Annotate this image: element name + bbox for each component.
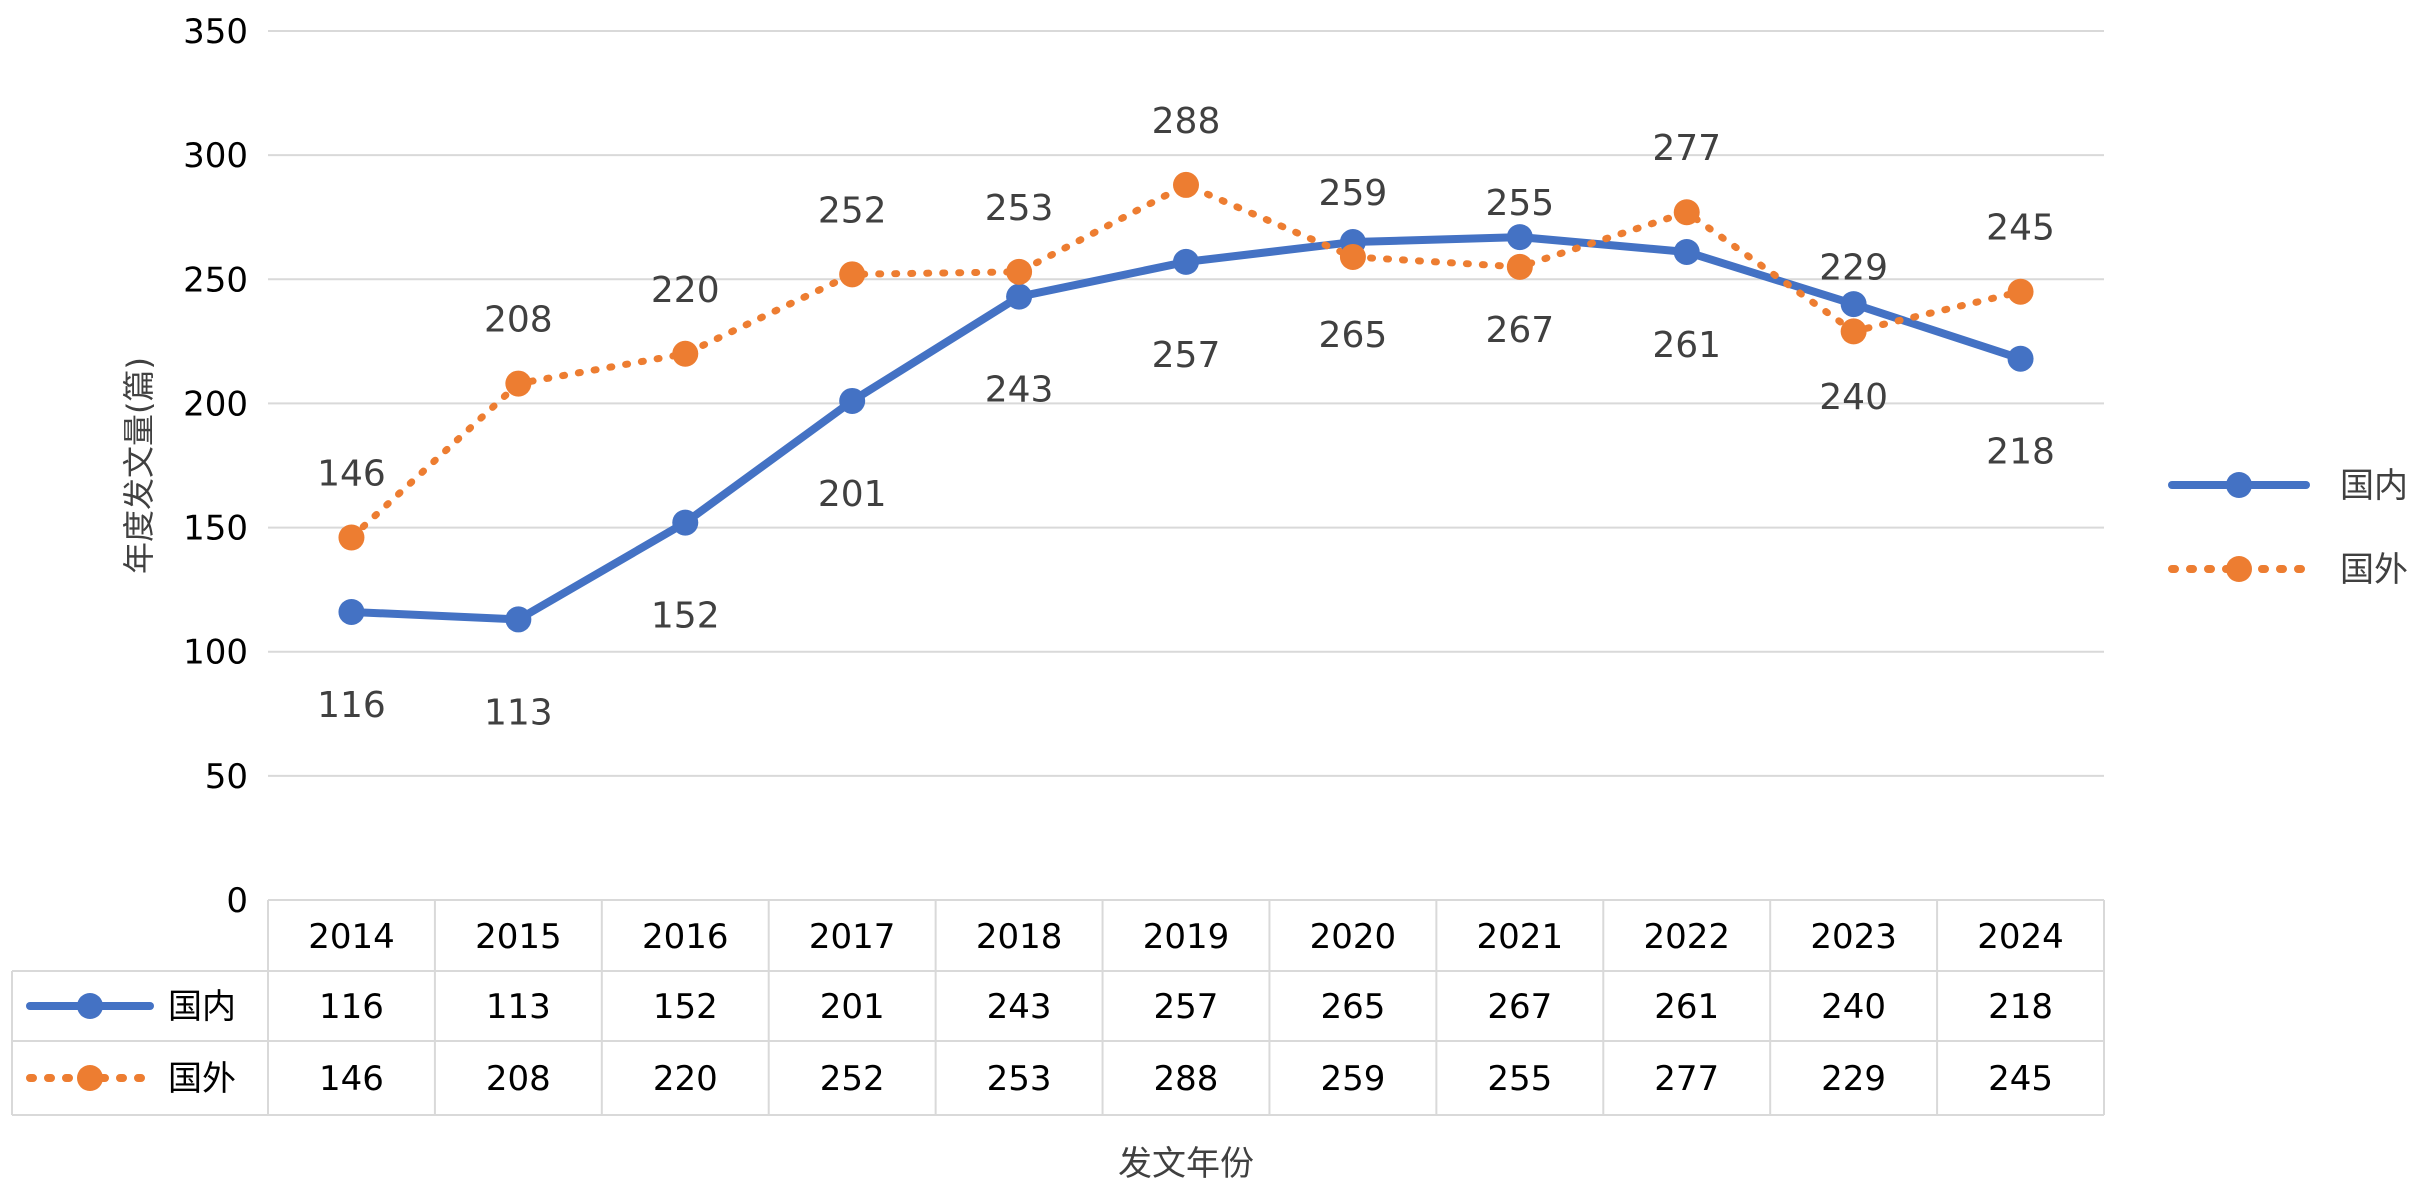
x-tick-label: 2016 (642, 917, 729, 957)
data-point (505, 370, 532, 397)
data-label: 259 (1319, 173, 1388, 214)
table-cell: 255 (1487, 1059, 1552, 1099)
data-label: 267 (1485, 310, 1554, 351)
data-label: 116 (317, 685, 386, 726)
legend-marker (2226, 556, 2252, 582)
data-label: 113 (484, 692, 553, 733)
y-axis-title: 年度发文量(篇) (120, 357, 158, 574)
data-point (672, 340, 699, 367)
legend-marker (2226, 472, 2252, 498)
table-cell: 208 (486, 1059, 551, 1099)
table-cell: 116 (319, 987, 384, 1027)
data-point (505, 606, 532, 633)
data-point (839, 387, 866, 414)
series-line-0 (347, 233, 2025, 624)
data-point (839, 261, 866, 288)
y-tick-label: 250 (183, 260, 248, 300)
data-point (1006, 258, 1033, 285)
data-label: 265 (1319, 315, 1388, 356)
table-series-name: 国外 (168, 1059, 236, 1099)
table-series-name: 国内 (168, 987, 236, 1027)
data-point (672, 509, 699, 536)
data-label: 277 (1652, 128, 1721, 169)
y-tick-label: 300 (183, 136, 248, 176)
table-cell: 259 (1320, 1059, 1385, 1099)
table-cell: 257 (1154, 987, 1219, 1027)
data-label: 229 (1819, 247, 1888, 288)
x-axis-title: 发文年份 (1118, 1144, 1254, 1184)
table-cell: 243 (987, 987, 1052, 1027)
data-label: 253 (985, 188, 1054, 229)
table-cell: 265 (1320, 987, 1385, 1027)
data-point (1173, 171, 1199, 198)
table-cell: 277 (1654, 1059, 1719, 1099)
data-label: 208 (484, 300, 553, 341)
table-legend-marker (77, 993, 103, 1019)
table-cell: 240 (1821, 987, 1886, 1027)
data-label: 201 (818, 474, 887, 515)
data-point (2007, 278, 2034, 305)
table-cell: 288 (1154, 1059, 1219, 1099)
data-point (338, 524, 365, 551)
data-point (1673, 238, 1700, 265)
table-cell: 245 (1988, 1059, 2053, 1099)
x-tick-label: 2018 (976, 917, 1063, 957)
data-label: 257 (1152, 335, 1221, 376)
data-label: 152 (651, 596, 720, 637)
data-label: 220 (651, 270, 720, 311)
data-label: 252 (818, 190, 887, 231)
data-point (1006, 283, 1033, 310)
x-tick-label: 2017 (809, 917, 896, 957)
data-point (2007, 345, 2034, 372)
data-label: 218 (1986, 432, 2055, 473)
x-tick-label: 2020 (1310, 917, 1397, 957)
x-tick-label: 2015 (475, 917, 562, 957)
table-cell: 218 (1988, 987, 2053, 1027)
x-tick-label: 2024 (1977, 917, 2064, 957)
table-legend-marker (77, 1065, 103, 1091)
series-line-1 (347, 181, 2025, 542)
table-cell: 220 (653, 1059, 718, 1099)
table-cell: 253 (987, 1059, 1052, 1099)
y-tick-label: 100 (183, 633, 248, 673)
x-tick-label: 2021 (1477, 917, 1564, 957)
table-cell: 201 (820, 987, 885, 1027)
data-point (1506, 224, 1533, 251)
data-point (1173, 248, 1199, 275)
table-cell: 113 (486, 987, 551, 1027)
table-cell: 146 (319, 1059, 384, 1099)
x-tick-label: 2023 (1810, 917, 1897, 957)
data-label: 240 (1819, 377, 1888, 418)
data-point (1840, 318, 1867, 345)
y-tick-label: 350 (183, 12, 248, 52)
data-label: 255 (1485, 183, 1554, 224)
data-label: 245 (1986, 208, 2055, 249)
y-tick-label: 200 (183, 384, 248, 424)
y-tick-label: 50 (205, 757, 248, 797)
x-tick-label: 2019 (1143, 917, 1230, 957)
table-cell: 152 (653, 987, 718, 1027)
data-point (1673, 199, 1700, 226)
data-label: 261 (1652, 325, 1721, 366)
data-label: 243 (985, 370, 1054, 411)
legend-label: 国内 (2340, 466, 2408, 506)
data-point (1840, 291, 1867, 318)
data-point (1506, 253, 1533, 280)
table-cell: 229 (1821, 1059, 1886, 1099)
y-tick-label: 150 (183, 509, 248, 549)
legend-label: 国外 (2340, 550, 2408, 590)
x-tick-label: 2022 (1643, 917, 1730, 957)
y-tick-label: 0 (226, 881, 248, 921)
table-cell: 261 (1654, 987, 1719, 1027)
data-label: 288 (1152, 101, 1221, 142)
table-cell: 267 (1487, 987, 1552, 1027)
table-cell: 252 (820, 1059, 885, 1099)
x-tick-label: 2014 (308, 917, 395, 957)
data-point (338, 598, 365, 625)
data-label: 146 (317, 454, 386, 495)
data-point (1339, 243, 1366, 270)
